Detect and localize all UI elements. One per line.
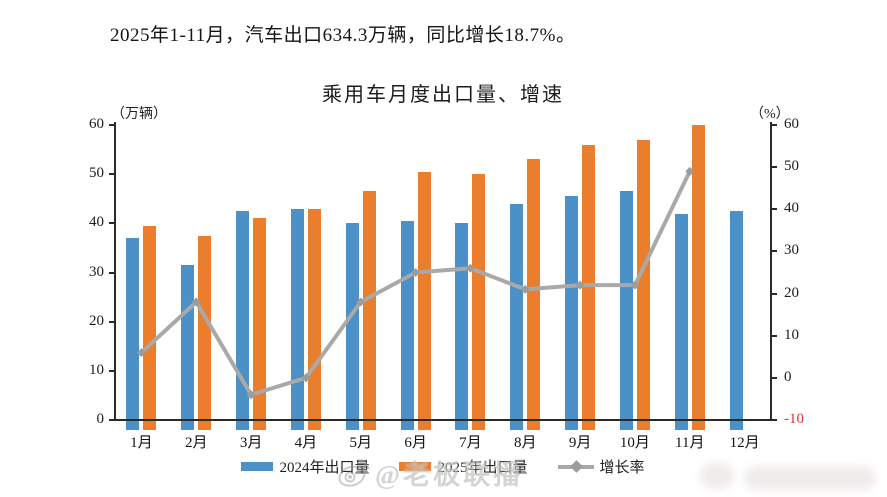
bar-5月-2025年出口量 — [362, 191, 376, 430]
left-axis-line — [114, 122, 116, 421]
faint-watermark-smudge — [700, 463, 734, 489]
right-axis-tick-30: 30 — [784, 242, 799, 259]
right-axis-tick-40: 40 — [784, 200, 799, 217]
x-label-2月: 2月 — [184, 435, 208, 451]
left-axis-tick-50: 50 — [89, 165, 104, 182]
bar-6月-2024年出口量 — [400, 220, 414, 430]
x-label-4月: 4月 — [294, 435, 318, 451]
legend-item-2024年出口量: 2024年出口量 — [241, 456, 369, 477]
right-axis-tick--10: -10 — [784, 411, 804, 427]
right-axis-tick-50: 50 — [784, 158, 799, 175]
bar-6月-2025年出口量 — [417, 171, 431, 430]
left-axis-tickmark — [109, 222, 114, 225]
bar-8月-2025年出口量 — [527, 159, 541, 430]
bar-4月-2025年出口量 — [307, 208, 321, 430]
legend-item-增长率: 增长率 — [557, 456, 645, 477]
left-axis-tick-60: 60 — [89, 116, 104, 132]
x-label-10月: 10月 — [619, 435, 650, 451]
bar-12月-2024年出口量 — [729, 211, 743, 430]
x-label-6月: 6月 — [404, 435, 427, 451]
right-axis-tickmark — [772, 419, 777, 421]
x-label-3月: 3月 — [239, 435, 263, 451]
chart-title: 乘用车月度出口量、增速 — [322, 84, 564, 106]
bar-11月-2025年出口量 — [691, 125, 705, 430]
bar-11月-2024年出口量 — [674, 213, 688, 430]
bar-7月-2024年出口量 — [455, 223, 469, 430]
right-axis-tick-20: 20 — [784, 284, 799, 301]
left-axis-tick-0: 0 — [96, 411, 105, 427]
left-axis-tickmark — [109, 320, 114, 323]
left-axis-tickmark — [109, 124, 114, 126]
x-label-1月: 1月 — [130, 435, 153, 451]
bar-2月-2024年出口量 — [181, 265, 195, 430]
right-axis-tickmark — [772, 376, 777, 379]
x-label-12月: 12月 — [729, 435, 760, 451]
left-axis-tick-20: 20 — [89, 312, 104, 329]
faint-watermark-smudge — [744, 466, 876, 490]
right-axis-tick-0: 0 — [784, 368, 792, 385]
bar-2月-2025年出口量 — [198, 235, 212, 430]
right-axis-tickmark — [772, 208, 777, 211]
bar-10月-2025年出口量 — [636, 139, 650, 430]
left-axis-tick-10: 10 — [89, 361, 104, 378]
bar-9月-2025年出口量 — [582, 144, 596, 430]
bar-1月-2024年出口量 — [126, 238, 140, 430]
summary-heading: 2025年1-11月，汽车出口634.3万辆，同比增长18.7%。 — [110, 25, 576, 46]
left-axis-tickmark — [109, 173, 114, 176]
left-axis-tick-30: 30 — [89, 263, 104, 280]
legend-label: 2025年出口量 — [437, 460, 528, 476]
legend-swatch-2024年出口量 — [241, 462, 274, 471]
right-axis-tick-10: 10 — [784, 326, 799, 343]
left-axis-tickmark — [109, 419, 114, 421]
bar-4月-2024年出口量 — [290, 208, 304, 430]
legend-marker-diamond — [569, 459, 583, 473]
right-axis-unit: （%） — [750, 107, 790, 122]
x-axis-line — [113, 419, 773, 421]
x-label-8月: 8月 — [513, 435, 537, 451]
left-axis-unit: （万辆） — [111, 107, 167, 122]
left-axis-tick-40: 40 — [89, 214, 104, 231]
bar-1月-2025年出口量 — [143, 225, 157, 430]
right-axis-tickmark — [772, 292, 777, 295]
right-axis-tickmark — [772, 250, 777, 253]
bar-5月-2024年出口量 — [345, 223, 359, 430]
legend-swatch-2025年出口量 — [399, 462, 432, 471]
right-axis-tickmark — [772, 124, 777, 126]
right-axis-tickmark — [772, 334, 777, 337]
legend-label: 2024年出口量 — [279, 460, 370, 476]
bar-8月-2024年出口量 — [510, 203, 524, 430]
bar-9月-2024年出口量 — [565, 196, 579, 430]
bar-10月-2024年出口量 — [619, 191, 633, 430]
left-axis-tickmark — [109, 369, 114, 372]
right-axis-tickmark — [772, 166, 777, 169]
bar-3月-2024年出口量 — [236, 211, 250, 430]
right-axis-line — [770, 122, 772, 421]
legend-item-2025年出口量: 2025年出口量 — [399, 456, 528, 477]
growth-line — [140, 170, 692, 397]
legend-swatch-增长率 — [557, 459, 594, 473]
chart-legend: 2024年出口量 2025年出口量 增长率 — [114, 456, 772, 477]
left-axis-tickmark — [109, 271, 114, 274]
bar-7月-2025年出口量 — [472, 174, 486, 430]
x-label-5月: 5月 — [349, 435, 372, 451]
bar-3月-2025年出口量 — [253, 218, 267, 430]
x-label-11月: 11月 — [675, 435, 705, 451]
x-label-9月: 9月 — [568, 435, 592, 451]
legend-label: 增长率 — [599, 460, 645, 476]
x-label-7月: 7月 — [459, 435, 482, 451]
right-axis-tick-60: 60 — [784, 116, 799, 132]
